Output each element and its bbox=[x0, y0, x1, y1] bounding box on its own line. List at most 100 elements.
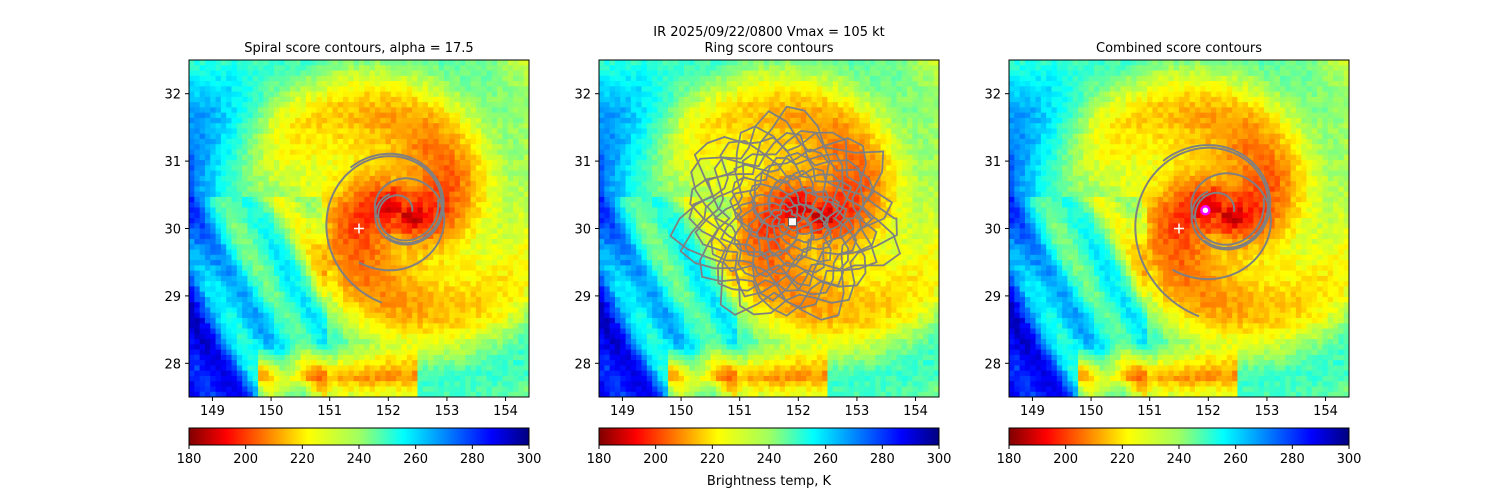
heatmap-cell bbox=[518, 117, 525, 124]
heatmap-cell bbox=[220, 265, 227, 272]
heatmap-cell bbox=[210, 254, 217, 261]
heatmap-cell bbox=[875, 70, 882, 77]
heatmap-cell bbox=[337, 65, 344, 72]
heatmap-cell bbox=[316, 186, 323, 193]
heatmap-cell bbox=[459, 344, 466, 351]
heatmap-cell bbox=[284, 91, 291, 98]
heatmap-cell bbox=[662, 123, 669, 130]
heatmap-cell bbox=[769, 112, 775, 119]
heatmap-cell bbox=[390, 196, 397, 203]
heatmap-cell bbox=[518, 207, 525, 214]
heatmap-cell bbox=[459, 186, 466, 193]
heatmap-cell bbox=[194, 328, 201, 335]
heatmap-cell bbox=[247, 375, 254, 382]
heatmap-cell bbox=[523, 391, 529, 397]
heatmap-cell bbox=[390, 149, 397, 156]
heatmap-cell bbox=[486, 170, 493, 177]
heatmap-cell bbox=[800, 123, 807, 130]
heatmap-cell bbox=[811, 117, 818, 124]
heatmap-cell bbox=[449, 175, 456, 182]
heatmap-cell bbox=[486, 365, 493, 372]
heatmap-cell bbox=[316, 296, 323, 303]
heatmap-cell bbox=[374, 207, 381, 214]
heatmap-cell bbox=[274, 191, 280, 198]
heatmap-cell bbox=[625, 123, 632, 130]
heatmap-cell bbox=[231, 239, 238, 245]
heatmap-cell bbox=[444, 112, 450, 119]
heatmap-cell bbox=[374, 149, 381, 156]
heatmap-cell bbox=[449, 249, 456, 256]
heatmap-cell bbox=[252, 160, 259, 166]
heatmap-cell bbox=[449, 233, 456, 240]
heatmap-cell bbox=[454, 323, 461, 330]
heatmap-cell bbox=[497, 386, 504, 393]
heatmap-cell bbox=[715, 117, 722, 124]
heatmap-cell bbox=[620, 91, 627, 98]
heatmap-cell bbox=[523, 75, 529, 82]
heatmap-cell bbox=[385, 349, 392, 356]
heatmap-cell bbox=[513, 349, 519, 356]
heatmap-cell bbox=[231, 123, 238, 130]
heatmap-cell bbox=[236, 165, 243, 172]
heatmap-cell bbox=[374, 233, 381, 240]
heatmap-cell bbox=[901, 102, 908, 108]
heatmap-cell bbox=[327, 302, 334, 309]
heatmap-cell bbox=[343, 223, 349, 230]
heatmap-cell bbox=[204, 186, 211, 193]
heatmap-cell bbox=[497, 254, 504, 261]
heatmap-cell bbox=[226, 228, 233, 235]
heatmap-cell bbox=[220, 202, 227, 209]
heatmap-cell bbox=[295, 275, 302, 282]
heatmap-cell bbox=[422, 354, 429, 361]
heatmap-cell bbox=[210, 181, 217, 187]
heatmap-cell bbox=[204, 96, 211, 103]
heatmap-cell bbox=[721, 96, 728, 103]
heatmap-cell bbox=[279, 128, 286, 135]
heatmap-cell bbox=[364, 223, 371, 230]
heatmap-cell bbox=[491, 286, 498, 293]
heatmap-cell bbox=[417, 65, 424, 72]
heatmap-cell bbox=[258, 291, 264, 298]
heatmap-cell bbox=[497, 233, 504, 240]
heatmap-cell bbox=[316, 370, 323, 377]
heatmap-cell bbox=[215, 117, 222, 124]
heatmap-cell bbox=[332, 117, 339, 124]
heatmap-cell bbox=[459, 217, 466, 224]
heatmap-cell bbox=[625, 81, 632, 87]
heatmap-cell bbox=[721, 60, 728, 66]
heatmap-cell bbox=[470, 65, 477, 72]
heatmap-cell bbox=[523, 354, 529, 361]
heatmap-cell bbox=[428, 154, 434, 161]
heatmap-cell bbox=[353, 302, 360, 309]
heatmap-cell bbox=[928, 91, 935, 98]
heatmap-cell bbox=[518, 123, 525, 130]
heatmap-cell bbox=[513, 375, 519, 382]
heatmap-cell bbox=[236, 365, 243, 372]
heatmap-cell bbox=[513, 186, 519, 193]
heatmap-cell bbox=[417, 375, 424, 382]
heatmap-cell bbox=[279, 333, 286, 340]
heatmap-cell bbox=[497, 244, 504, 251]
heatmap-cell bbox=[465, 123, 472, 130]
heatmap-cell bbox=[305, 217, 312, 224]
heatmap-cell bbox=[204, 318, 211, 324]
heatmap-cell bbox=[417, 328, 424, 335]
heatmap-cell bbox=[800, 112, 807, 119]
heatmap-cell bbox=[417, 349, 424, 356]
heatmap-cell bbox=[242, 375, 249, 382]
heatmap-cell bbox=[348, 202, 355, 209]
heatmap-cell bbox=[215, 370, 222, 377]
heatmap-cell bbox=[933, 96, 939, 103]
heatmap-cell bbox=[359, 107, 365, 114]
heatmap-cell bbox=[348, 154, 355, 161]
heatmap-cell bbox=[475, 254, 482, 261]
heatmap-cell bbox=[422, 81, 429, 87]
heatmap-cell bbox=[194, 70, 201, 77]
heatmap-cell bbox=[470, 102, 477, 108]
heatmap-cell bbox=[497, 391, 504, 397]
heatmap-cell bbox=[614, 96, 621, 103]
heatmap-cell bbox=[491, 181, 498, 187]
heatmap-cell bbox=[864, 70, 871, 77]
heatmap-cell bbox=[774, 65, 781, 72]
heatmap-cell bbox=[518, 170, 525, 177]
